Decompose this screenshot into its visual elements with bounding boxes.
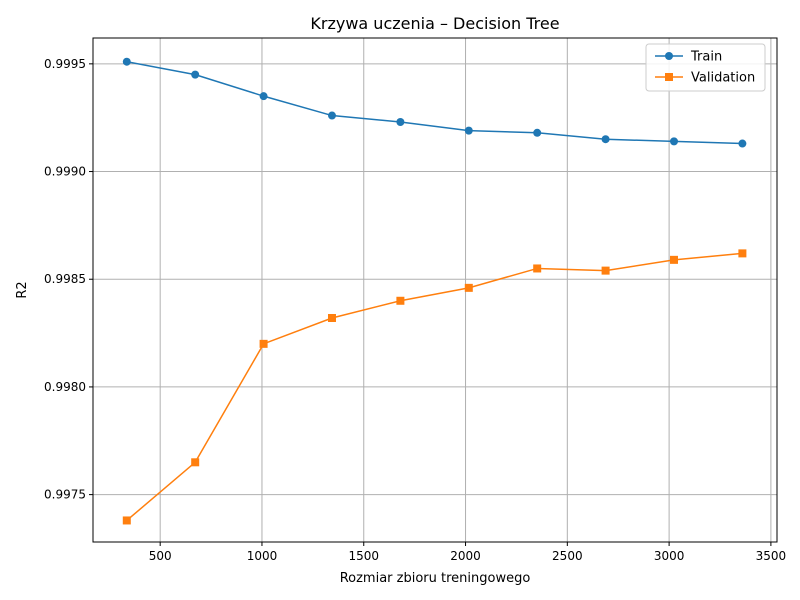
x-tick-label: 500 — [149, 549, 172, 563]
train-point — [191, 70, 200, 79]
legend-marker-validation — [665, 73, 673, 81]
validation-point — [396, 296, 405, 305]
validation-point — [259, 339, 268, 348]
axis-ticks: 500 1000 1500 2000 2500 3000 3500 0.9975 0.9980 0… — [44, 57, 786, 563]
validation-point — [601, 266, 610, 275]
y-axis-label: R2 — [15, 281, 30, 298]
x-tick-label: 1000 — [247, 549, 278, 563]
train-point — [259, 92, 268, 101]
train-point — [122, 57, 131, 66]
legend-marker-train — [665, 52, 673, 60]
y-tick-label: 0.9975 — [44, 488, 86, 502]
train-line — [126, 60, 743, 145]
x-tick-label: 2000 — [450, 549, 481, 563]
validation-point — [327, 314, 336, 322]
legend-item-train: Train — [655, 50, 722, 65]
legend: Train Validation — [645, 43, 766, 92]
x-tick-label: 1500 — [348, 549, 379, 563]
train-point — [669, 137, 678, 146]
validation-line — [126, 252, 743, 522]
validation-point — [122, 516, 131, 525]
x-tick-label: 3000 — [654, 549, 685, 563]
chart-title: Krzywa uczenia – Decision Tree — [310, 14, 559, 33]
train-point — [327, 111, 336, 120]
y-tick-label: 0.9980 — [44, 380, 86, 394]
validation-point — [464, 283, 473, 292]
validation-point — [669, 255, 678, 264]
train-point — [464, 126, 473, 135]
train-point — [601, 135, 610, 144]
x-axis-label: Rozmiar zbioru treningowego — [340, 571, 531, 586]
y-tick-label: 0.9985 — [44, 272, 86, 286]
train-point — [738, 139, 747, 148]
series-train — [122, 57, 747, 148]
train-point — [396, 118, 405, 126]
legend-label-validation: Validation — [691, 71, 755, 86]
plot-frame — [92, 37, 778, 543]
legend-item-validation: Validation — [655, 71, 755, 86]
x-tick-label: 2500 — [552, 549, 583, 563]
series-layer — [122, 57, 747, 525]
y-tick-label: 0.9990 — [44, 165, 86, 179]
y-tick-label: 0.9995 — [44, 57, 86, 71]
validation-point — [533, 264, 542, 273]
series-validation — [122, 249, 747, 525]
grid — [93, 38, 777, 542]
validation-point — [191, 458, 200, 467]
x-tick-label: 3500 — [756, 549, 787, 563]
train-point — [533, 128, 542, 137]
legend-label-train: Train — [690, 50, 722, 65]
validation-point — [738, 249, 747, 258]
